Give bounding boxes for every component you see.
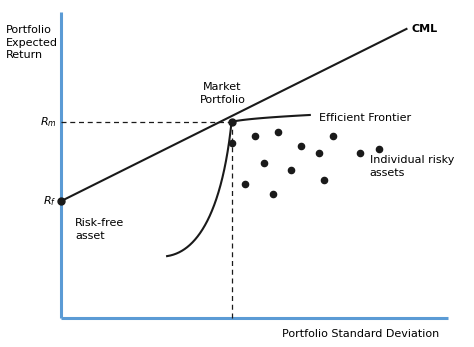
Point xyxy=(288,167,295,173)
Point xyxy=(320,178,328,183)
Point xyxy=(251,133,258,138)
Point xyxy=(242,181,249,187)
Point xyxy=(297,143,304,149)
Text: Portfolio
Expected
Return: Portfolio Expected Return xyxy=(6,25,58,60)
Text: Individual risky
assets: Individual risky assets xyxy=(370,155,454,178)
Point xyxy=(356,150,364,155)
Point xyxy=(274,129,282,135)
Text: Efficient Frontier: Efficient Frontier xyxy=(319,113,411,124)
Text: Market
Portfolio: Market Portfolio xyxy=(200,82,245,105)
Text: Risk-free
asset: Risk-free asset xyxy=(75,218,124,241)
Point xyxy=(375,147,383,152)
Text: $R_f$: $R_f$ xyxy=(43,194,56,208)
Point xyxy=(269,192,277,197)
Point xyxy=(228,140,235,145)
Point xyxy=(329,133,337,138)
Text: Portfolio Standard Deviation: Portfolio Standard Deviation xyxy=(282,329,439,339)
Point xyxy=(315,150,323,155)
Text: $R_m$: $R_m$ xyxy=(40,115,56,129)
Point xyxy=(260,160,267,166)
Text: CML: CML xyxy=(411,24,437,34)
